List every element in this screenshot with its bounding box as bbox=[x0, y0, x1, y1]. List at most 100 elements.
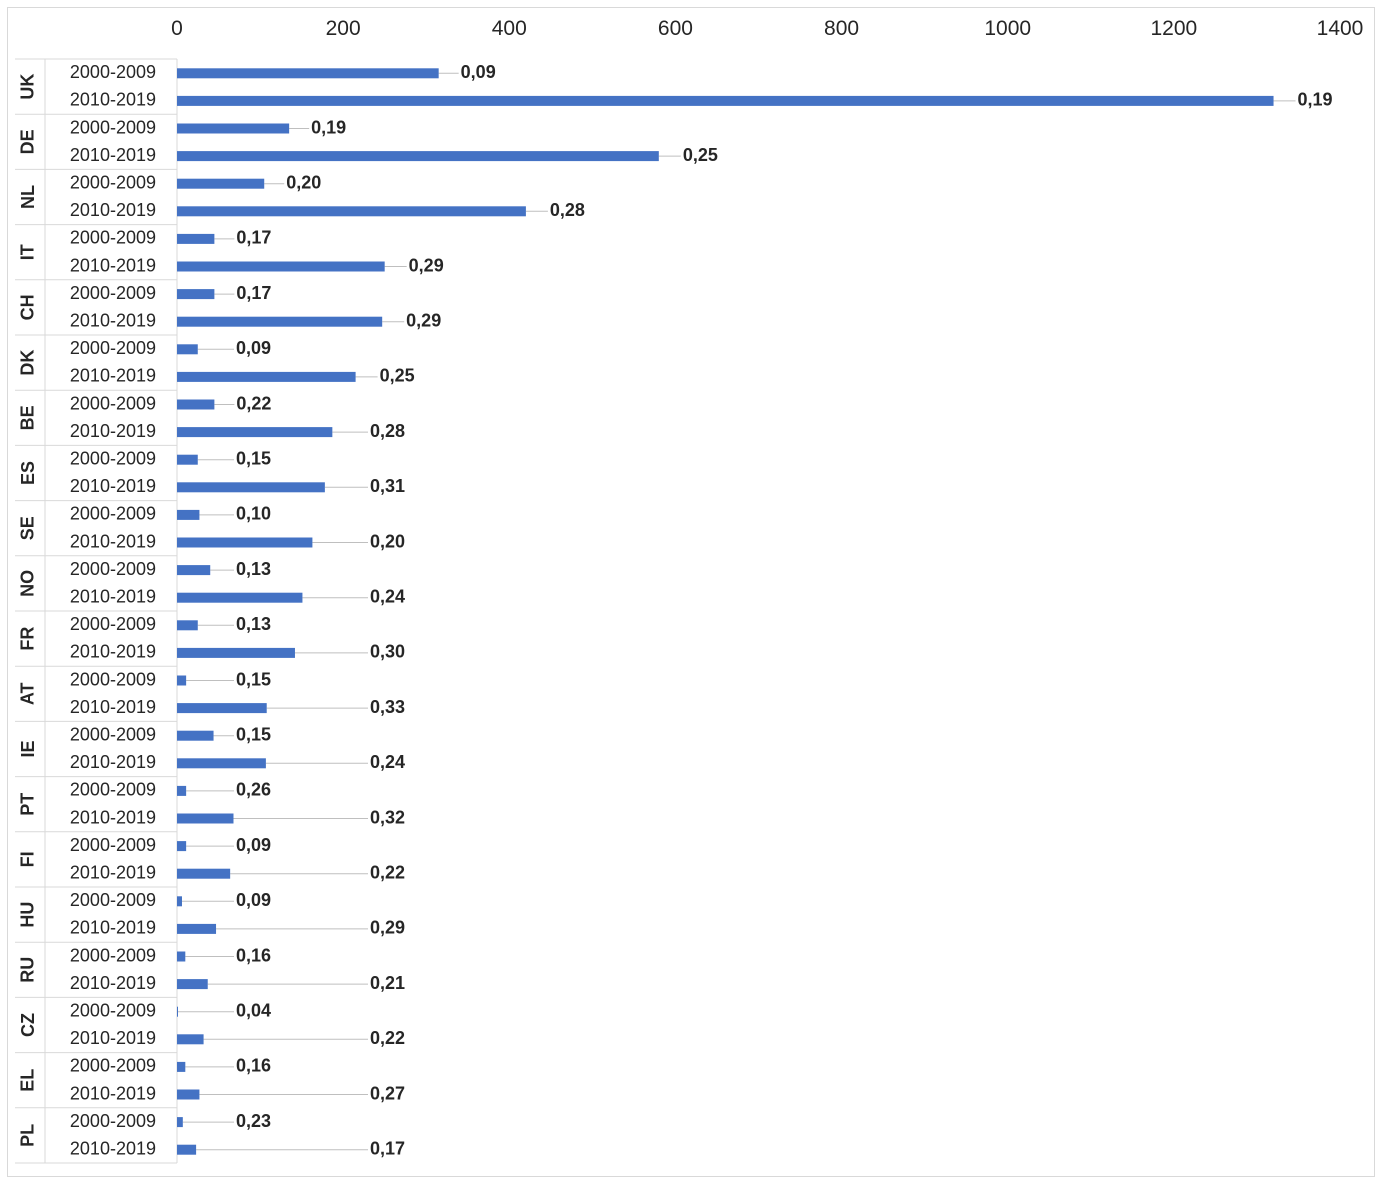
x-tick-label: 1400 bbox=[1317, 17, 1364, 40]
period-label: 2000-2009 bbox=[70, 228, 156, 248]
data-label: 0,25 bbox=[683, 145, 718, 165]
data-label: 0,24 bbox=[370, 586, 405, 606]
period-label: 2010-2019 bbox=[70, 586, 156, 606]
bar bbox=[177, 399, 215, 410]
data-label: 0,29 bbox=[370, 918, 405, 938]
data-label-leader-lines bbox=[177, 72, 1296, 1151]
period-label: 2010-2019 bbox=[70, 752, 156, 772]
bar bbox=[177, 206, 526, 217]
x-axis-ticks: 0 200 400 600 800 1000 1200 1400 bbox=[171, 17, 1363, 40]
data-label: 0,17 bbox=[236, 228, 271, 248]
data-label: 0,21 bbox=[370, 973, 405, 993]
bar bbox=[177, 344, 198, 355]
bar bbox=[177, 923, 217, 934]
country-label: HU bbox=[18, 902, 38, 928]
bar bbox=[177, 1089, 200, 1100]
bar bbox=[177, 785, 187, 796]
period-label: 2010-2019 bbox=[70, 310, 156, 330]
category-separators bbox=[15, 58, 178, 1164]
data-label: 0,09 bbox=[461, 62, 496, 82]
bar bbox=[177, 289, 215, 300]
country-label: UK bbox=[18, 74, 38, 100]
bar bbox=[177, 841, 187, 852]
bar bbox=[177, 758, 266, 769]
data-label: 0,25 bbox=[380, 366, 415, 386]
bar bbox=[177, 565, 211, 576]
bar bbox=[177, 482, 325, 493]
bar bbox=[177, 123, 290, 134]
data-label: 0,04 bbox=[236, 1000, 271, 1020]
data-label: 0,22 bbox=[236, 393, 271, 413]
data-label: 0,16 bbox=[236, 1056, 271, 1076]
period-label: 2000-2009 bbox=[70, 614, 156, 634]
data-label: 0,19 bbox=[311, 117, 346, 137]
period-label: 2000-2009 bbox=[70, 724, 156, 744]
period-label: 2010-2019 bbox=[70, 476, 156, 496]
period-label: 2010-2019 bbox=[70, 642, 156, 662]
country-label: NO bbox=[18, 570, 38, 597]
data-label: 0,33 bbox=[370, 697, 405, 717]
period-label: 2000-2009 bbox=[70, 780, 156, 800]
bar bbox=[177, 703, 267, 714]
data-label: 0,30 bbox=[370, 642, 405, 662]
bars bbox=[177, 68, 1274, 1155]
chart-frame bbox=[7, 7, 1375, 1177]
data-label: 0,09 bbox=[236, 338, 271, 358]
period-label: 2010-2019 bbox=[70, 918, 156, 938]
period-label: 2000-2009 bbox=[70, 338, 156, 358]
period-label: 2010-2019 bbox=[70, 255, 156, 275]
data-label: 0,17 bbox=[370, 1138, 405, 1158]
data-label: 0,24 bbox=[370, 752, 405, 772]
bar bbox=[177, 730, 214, 741]
data-label: 0,15 bbox=[236, 669, 271, 689]
data-label: 0,15 bbox=[236, 448, 271, 468]
country-label: RU bbox=[18, 957, 38, 983]
bar bbox=[177, 1144, 197, 1155]
period-label: 2010-2019 bbox=[70, 1138, 156, 1158]
bar bbox=[177, 868, 231, 879]
bar bbox=[177, 371, 356, 382]
bar bbox=[177, 647, 295, 658]
bar bbox=[177, 1117, 183, 1128]
period-label: 2000-2009 bbox=[70, 1111, 156, 1131]
data-label: 0,22 bbox=[370, 862, 405, 882]
data-label: 0,19 bbox=[1298, 90, 1333, 110]
period-label: 2010-2019 bbox=[70, 973, 156, 993]
data-label: 0,17 bbox=[236, 283, 271, 303]
country-label: FR bbox=[18, 627, 38, 651]
data-label: 0,23 bbox=[236, 1111, 271, 1131]
period-label: 2010-2019 bbox=[70, 200, 156, 220]
country-label: IT bbox=[18, 244, 38, 260]
country-label: NL bbox=[18, 185, 38, 209]
period-label: 2010-2019 bbox=[70, 366, 156, 386]
bar bbox=[177, 592, 303, 603]
bar bbox=[177, 813, 234, 824]
data-label: 0,13 bbox=[236, 559, 271, 579]
bar bbox=[177, 896, 182, 907]
country-label: DE bbox=[18, 129, 38, 154]
bar bbox=[177, 1061, 186, 1072]
x-tick-label: 800 bbox=[824, 17, 859, 40]
data-label: 0,32 bbox=[370, 807, 405, 827]
country-label: BE bbox=[18, 405, 38, 430]
period-label: 2010-2019 bbox=[70, 697, 156, 717]
bar bbox=[177, 95, 1274, 106]
bar bbox=[177, 1006, 178, 1017]
period-label: 2000-2009 bbox=[70, 172, 156, 192]
data-label: 0,13 bbox=[236, 614, 271, 634]
period-label: 2010-2019 bbox=[70, 807, 156, 827]
data-label: 0,09 bbox=[236, 835, 271, 855]
country-label: DK bbox=[18, 350, 38, 376]
country-labels: UK DE NL IT CH DK BE ES SE NO FR AT IE PT FI HU RU CZ EL PL bbox=[18, 74, 38, 1147]
period-label: 2000-2009 bbox=[70, 62, 156, 82]
data-label: 0,26 bbox=[236, 780, 271, 800]
data-label: 0,29 bbox=[406, 310, 441, 330]
period-label: 2010-2019 bbox=[70, 1083, 156, 1103]
data-label: 0,16 bbox=[236, 945, 271, 965]
data-label: 0,27 bbox=[370, 1083, 405, 1103]
bar bbox=[177, 454, 198, 465]
period-label: 2000-2009 bbox=[70, 504, 156, 524]
x-tick-label: 1200 bbox=[1150, 17, 1197, 40]
period-label: 2000-2009 bbox=[70, 890, 156, 910]
period-label: 2000-2009 bbox=[70, 393, 156, 413]
